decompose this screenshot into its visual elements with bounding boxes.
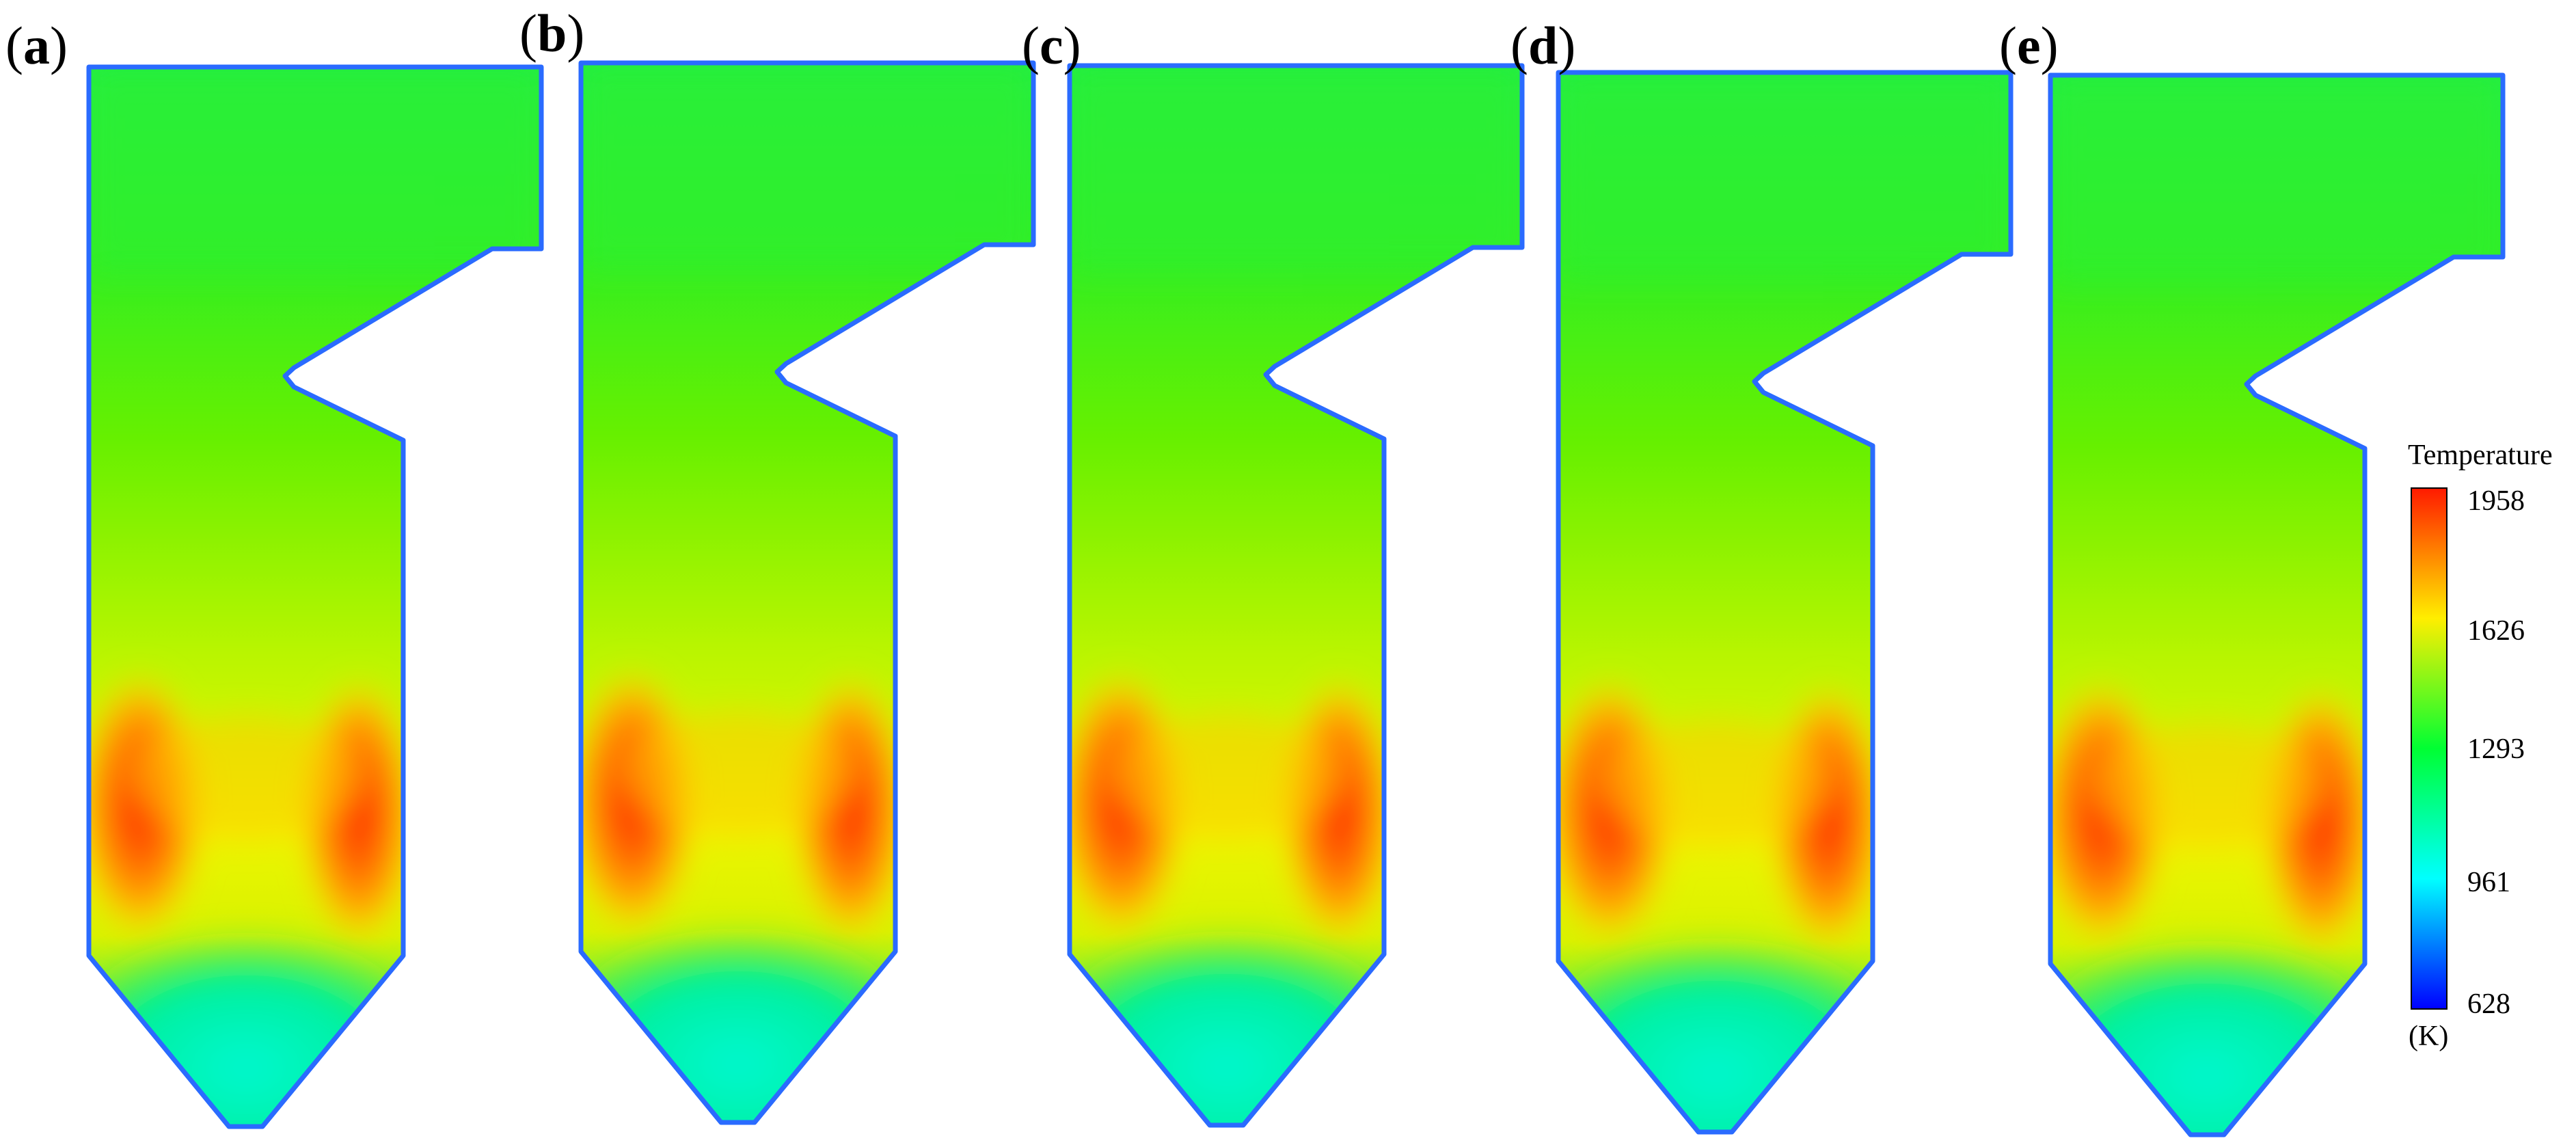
boiler-panel-d [1556, 70, 2014, 1135]
legend-tick-628: 628 [2467, 988, 2510, 1020]
legend-tick-1958: 1958 [2467, 485, 2525, 517]
legend-unit: (K) [2409, 1021, 2449, 1052]
boiler-panels [86, 60, 2506, 1137]
legend-tick-1293: 1293 [2467, 733, 2525, 765]
boiler-panel-b [578, 60, 1036, 1125]
legend-tick-961: 961 [2467, 867, 2510, 898]
panel-label-e: (e) [1999, 16, 2059, 75]
boiler-panel-c [1067, 63, 1525, 1128]
legend-tick-1626: 1626 [2467, 615, 2525, 647]
legend-title: Temperature [2408, 440, 2553, 471]
panel-label-d: (d) [1510, 16, 1576, 75]
panel-label-a: (a) [5, 16, 68, 75]
panel-label-b: (b) [519, 3, 585, 63]
legend-colorbar [2411, 487, 2448, 1010]
boiler-panel-a [86, 64, 544, 1129]
panel-label-c: (c) [1022, 16, 1081, 75]
